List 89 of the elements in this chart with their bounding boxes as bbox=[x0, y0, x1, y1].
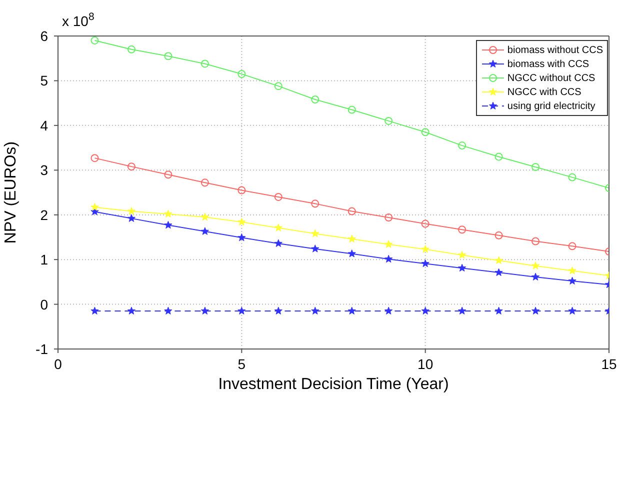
point bbox=[568, 276, 576, 285]
point bbox=[568, 306, 576, 314]
point bbox=[384, 214, 393, 222]
point bbox=[90, 154, 99, 162]
point bbox=[311, 95, 320, 104]
y-tick-label: 2 bbox=[40, 206, 48, 223]
point bbox=[384, 254, 393, 263]
point bbox=[458, 142, 466, 150]
legend-label: biomass without CCS bbox=[507, 44, 603, 56]
point bbox=[384, 306, 393, 314]
point bbox=[200, 60, 209, 68]
point bbox=[90, 36, 99, 44]
point bbox=[238, 218, 246, 226]
point bbox=[348, 234, 356, 242]
point bbox=[127, 207, 136, 215]
point bbox=[494, 306, 503, 314]
point bbox=[531, 262, 540, 270]
x-axis-title: Investment Decision Time (Year) bbox=[218, 376, 449, 393]
legend-label: NGCC without CCS bbox=[507, 72, 596, 84]
point bbox=[238, 70, 246, 78]
point bbox=[311, 244, 320, 252]
point bbox=[421, 306, 430, 314]
point bbox=[421, 128, 430, 136]
point bbox=[458, 250, 466, 259]
point bbox=[127, 162, 136, 171]
point bbox=[127, 214, 136, 222]
point bbox=[90, 203, 99, 211]
point bbox=[458, 264, 466, 272]
point bbox=[348, 250, 356, 258]
point bbox=[494, 231, 503, 240]
legend-label: biomass with CCS bbox=[507, 58, 590, 70]
point bbox=[127, 45, 136, 54]
point bbox=[164, 52, 172, 60]
point bbox=[384, 240, 393, 248]
point bbox=[421, 220, 430, 228]
x-tick-label: 10 bbox=[418, 356, 434, 372]
y-tick-label: 3 bbox=[40, 162, 48, 178]
y-tick-label: 1 bbox=[40, 252, 48, 268]
point bbox=[494, 152, 503, 161]
point bbox=[200, 306, 209, 314]
legend-label: NGCC with CCS bbox=[507, 86, 582, 98]
point bbox=[348, 207, 356, 216]
point bbox=[274, 306, 282, 314]
point bbox=[311, 229, 320, 238]
point bbox=[90, 306, 99, 314]
point bbox=[200, 227, 209, 235]
point bbox=[421, 259, 430, 268]
point bbox=[494, 256, 503, 264]
y-tick-label: 5 bbox=[40, 72, 48, 89]
y-axis-title: NPV (EUROs) bbox=[2, 141, 20, 244]
point bbox=[311, 200, 320, 208]
point bbox=[458, 306, 466, 314]
y-tick-label: 4 bbox=[40, 117, 48, 134]
x-tick-label: 5 bbox=[238, 356, 246, 372]
point bbox=[311, 306, 320, 314]
point bbox=[421, 245, 430, 253]
point bbox=[494, 268, 503, 276]
point bbox=[238, 186, 246, 194]
point bbox=[164, 220, 172, 229]
legend-label: using grid electricity bbox=[507, 100, 596, 112]
point bbox=[531, 306, 540, 314]
y-tick-label: 6 bbox=[40, 28, 48, 44]
point bbox=[164, 170, 172, 179]
point bbox=[532, 237, 540, 246]
point bbox=[531, 272, 540, 280]
point bbox=[238, 306, 246, 314]
point bbox=[127, 306, 136, 314]
text: x 10$^{8}$ bbox=[62, 11, 94, 29]
point bbox=[274, 82, 282, 90]
point bbox=[164, 210, 172, 218]
y-tick-label: -1 bbox=[36, 340, 48, 357]
point bbox=[274, 192, 282, 201]
point bbox=[238, 233, 246, 242]
point bbox=[458, 226, 466, 234]
point bbox=[274, 239, 282, 247]
y-tick-label: 0 bbox=[40, 296, 48, 312]
point bbox=[164, 306, 172, 314]
point bbox=[532, 163, 540, 172]
point bbox=[568, 266, 576, 274]
point bbox=[384, 116, 393, 125]
x-tick-label: 0 bbox=[54, 356, 62, 372]
point bbox=[348, 106, 356, 114]
point bbox=[274, 224, 282, 232]
point bbox=[200, 212, 209, 221]
point bbox=[568, 242, 576, 250]
point bbox=[348, 306, 356, 314]
x-tick-label: 15 bbox=[601, 356, 617, 372]
point bbox=[200, 178, 209, 187]
point bbox=[568, 173, 576, 182]
